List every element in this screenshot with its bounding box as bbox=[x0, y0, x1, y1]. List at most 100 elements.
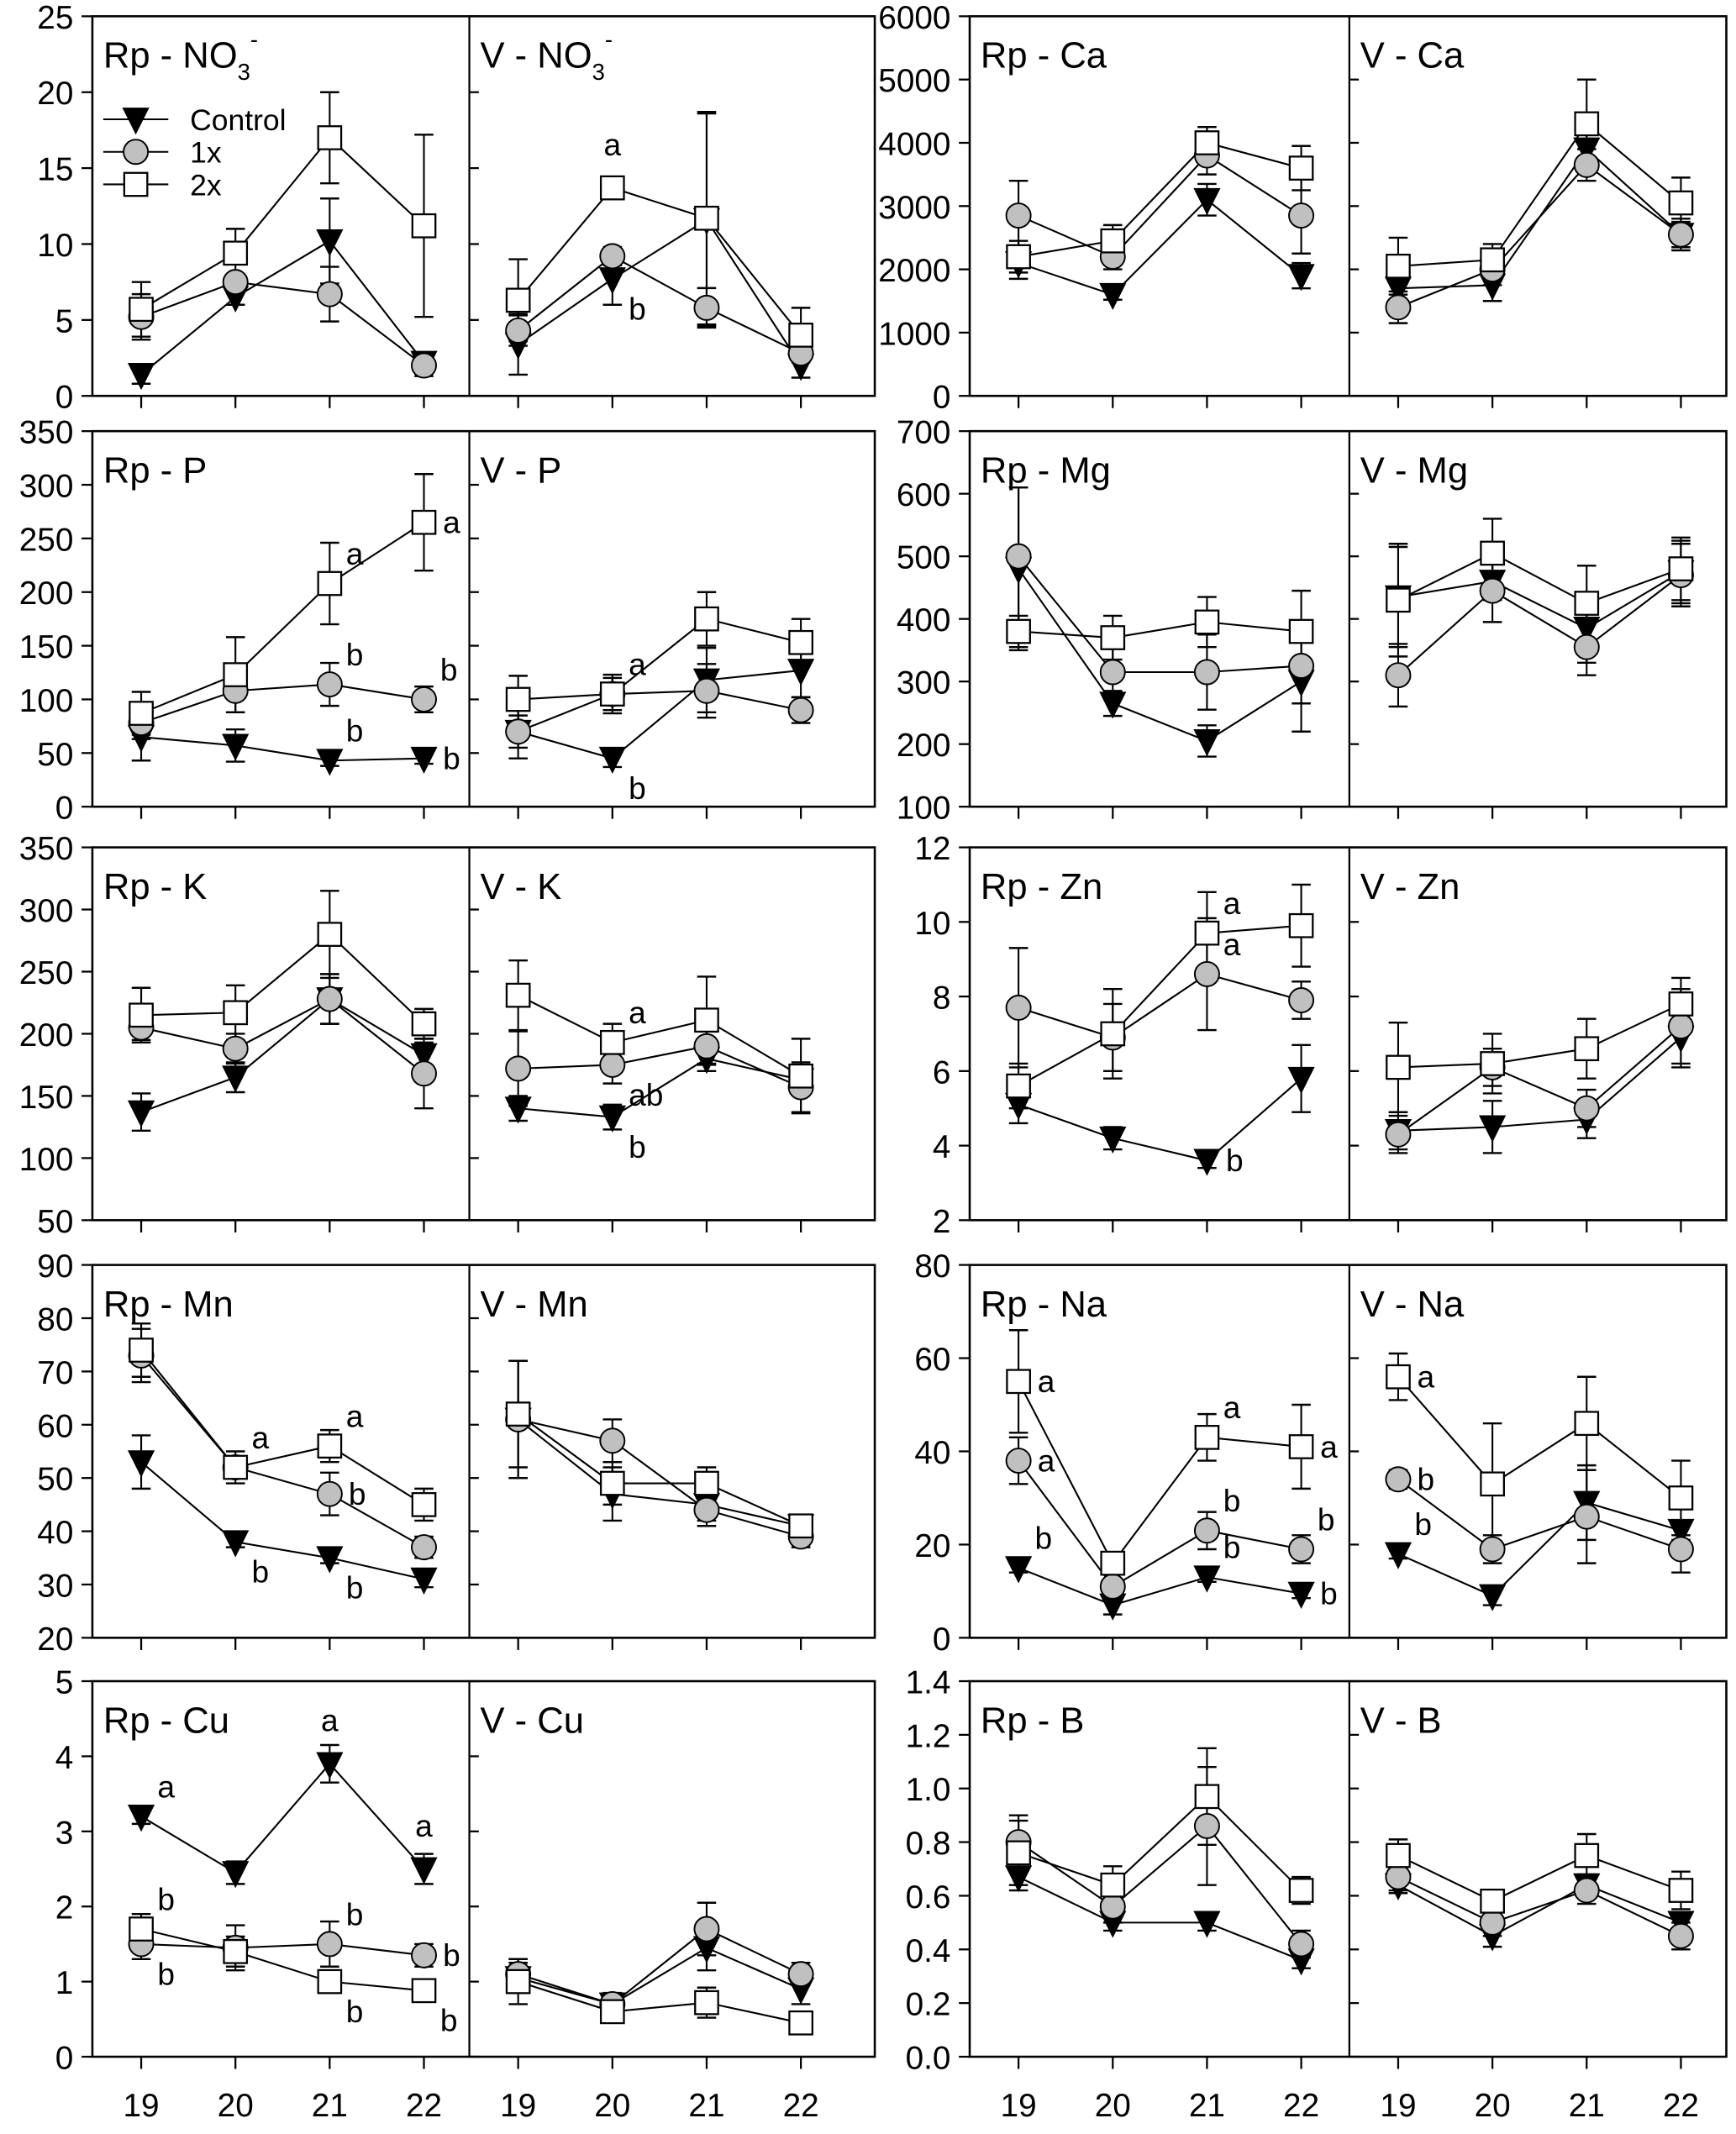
panel-title-text: Rp - Na bbox=[981, 1285, 1107, 1325]
significance-letter: b bbox=[1414, 1506, 1432, 1542]
data-point-1x bbox=[1005, 994, 1032, 1021]
data-point-2x bbox=[694, 1470, 719, 1496]
series-line-control bbox=[140, 1461, 424, 1580]
panel-title-text: V - NO bbox=[480, 36, 592, 76]
data-point-2x bbox=[788, 2010, 813, 2036]
data-point-2x bbox=[223, 1939, 249, 1964]
panel-title-text: Rp - Mg bbox=[981, 450, 1111, 491]
data-point-1x bbox=[411, 686, 437, 712]
series-line-2x bbox=[140, 136, 425, 311]
x-tick-label: 22 bbox=[1283, 2088, 1319, 2124]
plot-frame bbox=[91, 1264, 876, 1639]
chart-pair-3: 100 200 300 400 500 600 700 Rp - Mg V - Mg bbox=[897, 415, 1728, 827]
data-point-2x bbox=[1574, 111, 1600, 137]
series-line-2x bbox=[1018, 1380, 1302, 1565]
panel-title: Rp - Ca bbox=[981, 36, 1107, 76]
panel-title: V - NO3- bbox=[480, 26, 613, 85]
y-tick-label: 5000 bbox=[878, 63, 950, 99]
data-point-2x bbox=[599, 1029, 625, 1055]
significance-letter: a bbox=[629, 995, 646, 1030]
data-point-control bbox=[1193, 1565, 1221, 1593]
data-point-control bbox=[1005, 1556, 1033, 1584]
data-point-2x bbox=[1194, 130, 1220, 155]
data-point-control bbox=[1193, 1911, 1221, 1938]
data-point-control bbox=[127, 1805, 155, 1832]
y-tick-label: 300 bbox=[19, 893, 74, 929]
data-point-2x bbox=[411, 213, 437, 239]
data-point-2x bbox=[694, 606, 719, 632]
data-point-2x bbox=[1480, 247, 1505, 273]
series-line-1x bbox=[140, 281, 425, 366]
data-point-2x bbox=[694, 1989, 719, 2016]
data-point-2x bbox=[599, 175, 625, 201]
y-tick-label: 300 bbox=[897, 665, 951, 702]
data-point-2x bbox=[1386, 587, 1411, 613]
series-line-1x bbox=[1397, 1478, 1681, 1551]
series-line-1x bbox=[518, 1418, 802, 1537]
data-point-1x bbox=[316, 1480, 343, 1507]
panel-title: Rp - Mg bbox=[981, 450, 1111, 491]
data-point-control bbox=[1667, 1518, 1695, 1547]
panel-title-text: Rp - Mn bbox=[103, 1285, 234, 1325]
data-point-1x bbox=[1385, 294, 1412, 321]
panel-rp: 19 20 21 22 Rp - B bbox=[981, 1700, 1319, 2124]
panel-title-text: V - Mg bbox=[1360, 450, 1468, 491]
series-line-1x bbox=[1397, 1876, 1681, 1937]
chart-pair-4: 50 100 150 200 250 300 350 Rp - K V - K a ab b bbox=[19, 831, 876, 1240]
significance-letter: b bbox=[346, 1994, 364, 2029]
y-tick-label: 100 bbox=[19, 683, 74, 719]
data-point-2x bbox=[599, 681, 625, 707]
y-tick-label: 3 bbox=[55, 1815, 74, 1851]
y-tick-label: 0.6 bbox=[906, 1879, 951, 1916]
y-tick-label: 0.4 bbox=[906, 1933, 951, 1969]
data-point-2x bbox=[1386, 1364, 1411, 1390]
significance-letter: b bbox=[443, 741, 460, 776]
y-tick-label: 1000 bbox=[878, 316, 950, 352]
data-point-control bbox=[1099, 691, 1127, 719]
y-tick-label: 0 bbox=[55, 380, 74, 416]
data-point-control bbox=[127, 1100, 155, 1127]
data-point-2x bbox=[1668, 190, 1694, 216]
series-line-control bbox=[1018, 1077, 1302, 1162]
panel-title-subscript: 3 bbox=[592, 59, 605, 85]
panel-v: V - K a ab b bbox=[480, 867, 815, 1233]
data-point-1x bbox=[693, 294, 720, 321]
data-point-control bbox=[410, 1567, 438, 1595]
data-point-2x bbox=[1574, 1411, 1600, 1437]
x-tick-label: 21 bbox=[1189, 2088, 1225, 2124]
y-tick-label: 100 bbox=[19, 1142, 74, 1178]
data-point-1x bbox=[693, 1033, 720, 1059]
series-line-2x bbox=[518, 994, 802, 1077]
y-tick-label: 25 bbox=[37, 0, 73, 36]
panel-title: V - Ca bbox=[1360, 36, 1465, 76]
series-line-control bbox=[1397, 147, 1682, 290]
data-point-2x bbox=[317, 570, 343, 597]
y-tick-label: 20 bbox=[37, 1622, 73, 1658]
data-point-1x bbox=[1573, 633, 1600, 660]
panel-title: Rp - NO3- bbox=[103, 26, 258, 85]
data-point-2x bbox=[411, 1978, 437, 2004]
series-line-1x bbox=[141, 1942, 424, 1957]
data-point-control bbox=[316, 229, 344, 257]
significance-letter: b bbox=[1418, 1462, 1435, 1497]
data-point-2x bbox=[317, 1433, 343, 1459]
series-line-control bbox=[1397, 1501, 1681, 1597]
data-point-1x bbox=[1479, 577, 1506, 604]
panel-title-text: V - Mn bbox=[480, 1285, 587, 1325]
legend-marker-control bbox=[122, 108, 150, 135]
x-tick-label: 22 bbox=[1663, 2088, 1699, 2124]
significance-letter: b bbox=[440, 2003, 458, 2038]
chart-pair-2: 0 50 100 150 200 250 300 350 Rp - P a a b b b b V - P a b bbox=[19, 415, 876, 827]
data-point-1x bbox=[693, 1496, 720, 1523]
panel-title-text: Rp - K bbox=[103, 867, 207, 907]
x-tick-label: 21 bbox=[688, 2088, 724, 2124]
data-point-1x bbox=[787, 1961, 814, 1988]
y-tick-label: 5 bbox=[55, 303, 74, 339]
y-tick-label: 60 bbox=[914, 1342, 950, 1378]
data-point-1x bbox=[1573, 1503, 1600, 1530]
series-line-1x bbox=[1018, 154, 1302, 258]
y-tick-label: 1.4 bbox=[906, 1665, 951, 1701]
data-point-1x bbox=[1667, 221, 1694, 248]
panel-title: V - Na bbox=[1360, 1285, 1465, 1325]
